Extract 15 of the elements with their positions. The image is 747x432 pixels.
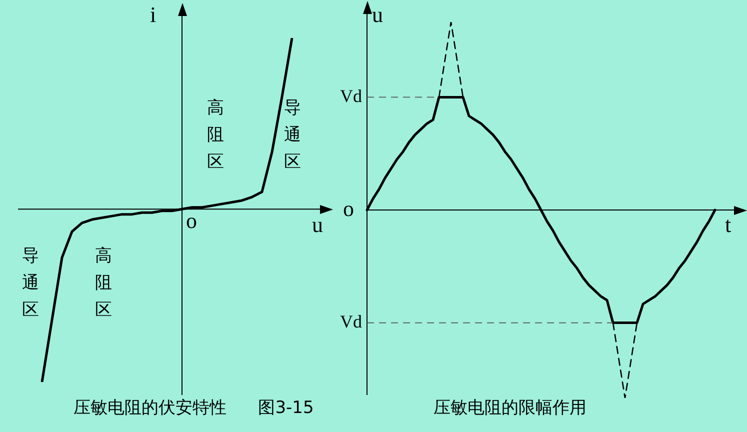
text: 压敏电阻的伏安特性 — [74, 397, 226, 419]
y-axis-title: i — [150, 2, 156, 28]
annotation: 导通区 — [22, 245, 40, 322]
annotation: 导通区 — [284, 97, 302, 174]
annotation: 高阻区 — [207, 97, 225, 174]
text: o — [343, 196, 354, 222]
annotation: 高阻区 — [95, 245, 113, 322]
text: 压敏电阻的限幅作用 — [434, 397, 586, 419]
annotation: o — [186, 208, 197, 234]
ref-line-label: Vd — [340, 86, 362, 106]
x-axis-title: u — [312, 212, 323, 238]
ref-line-label: Vd — [340, 312, 362, 332]
x-axis-title: t — [725, 212, 732, 238]
y-axis-title: u — [372, 2, 383, 28]
caption: 图3-15 — [258, 397, 314, 419]
